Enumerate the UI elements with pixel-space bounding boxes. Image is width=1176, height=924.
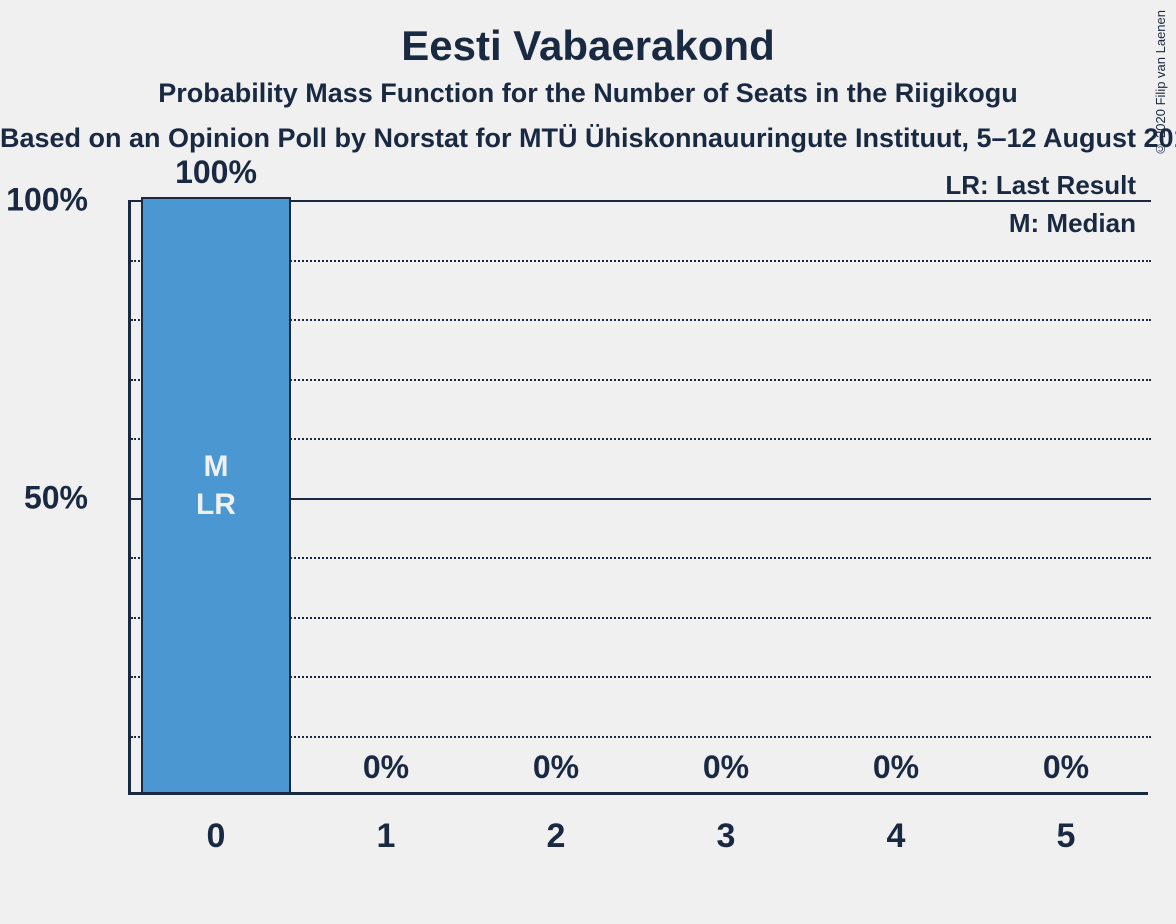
bar-value-label: 0% xyxy=(703,749,749,786)
bar-value-label: 100% xyxy=(175,154,257,191)
bar: MLR xyxy=(141,197,291,792)
x-tick-label: 3 xyxy=(717,817,736,856)
chart-title: Eesti Vabaerakond xyxy=(0,0,1176,70)
plot-area: MLR100%00%10%20%30%40%5 50%100%LR: Last … xyxy=(128,200,1148,795)
chart-container: © 2020 Filip van Laenen Eesti Vabaerakon… xyxy=(0,0,1176,924)
bar-annotation: MLR xyxy=(143,448,289,523)
x-tick-label: 2 xyxy=(547,817,566,856)
copyright-text: © 2020 Filip van Laenen xyxy=(1153,10,1168,157)
x-tick-label: 0 xyxy=(207,817,226,856)
x-tick-label: 5 xyxy=(1057,817,1076,856)
plot-box: MLR100%00%10%20%30%40%5 xyxy=(128,200,1148,795)
bar-value-label: 0% xyxy=(363,749,409,786)
legend-lr: LR: Last Result xyxy=(945,170,1136,201)
bar-value-label: 0% xyxy=(1043,749,1089,786)
legend-m: M: Median xyxy=(1009,208,1136,239)
chart-subtitle: Probability Mass Function for the Number… xyxy=(0,70,1176,109)
chart-poll-line: Based on an Opinion Poll by Norstat for … xyxy=(0,109,1176,154)
y-tick-label: 100% xyxy=(0,182,88,219)
x-tick-label: 4 xyxy=(887,817,906,856)
bar-value-label: 0% xyxy=(873,749,919,786)
y-tick-label: 50% xyxy=(0,479,88,516)
bar-value-label: 0% xyxy=(533,749,579,786)
x-tick-label: 1 xyxy=(377,817,396,856)
